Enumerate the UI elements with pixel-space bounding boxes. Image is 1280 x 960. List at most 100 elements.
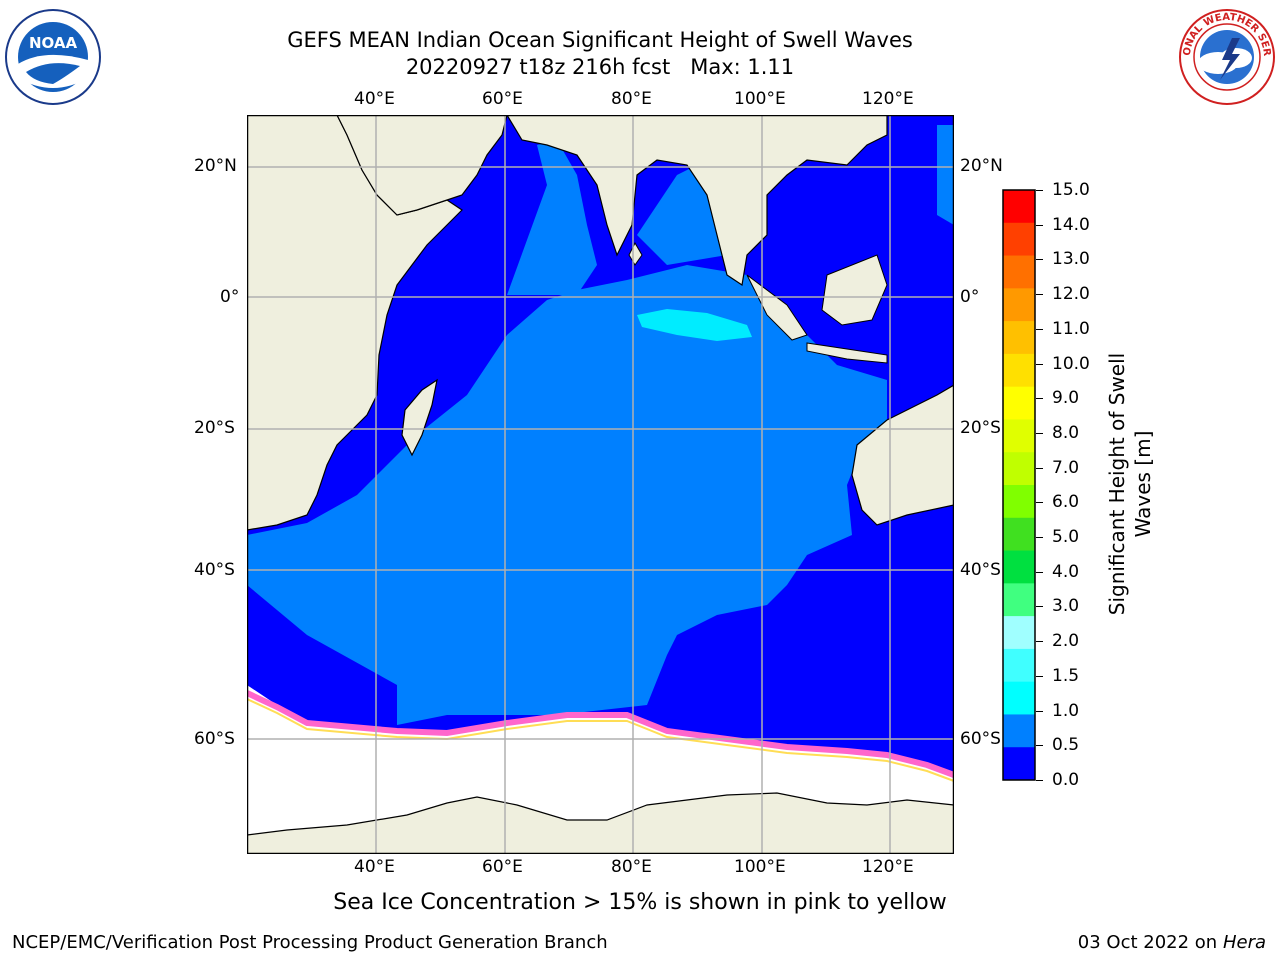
land-antarctica <box>247 792 954 854</box>
noaa-logo-text: NOAA <box>29 34 78 52</box>
right-lat-label: 60°S <box>960 729 1001 749</box>
colorbar-tick-mark <box>1036 224 1043 226</box>
colorbar-tick-label: 11.0 <box>1052 318 1090 339</box>
colorbar-tick-mark <box>1036 363 1043 365</box>
colorbar-segment <box>1003 517 1035 552</box>
colorbar-segment <box>1003 255 1035 289</box>
footer-credit: NCEP/EMC/Verification Post Processing Pr… <box>12 932 608 953</box>
map-title-line1: GEFS MEAN Indian Ocean Significant Heigh… <box>287 28 913 52</box>
colorbar-tick-label: 15.0 <box>1052 180 1090 200</box>
colorbar-segment <box>1003 714 1035 748</box>
swell-height-map <box>247 115 954 854</box>
map-title-line2: 20220927 t18z 216h fcst Max: 1.11 <box>405 55 795 79</box>
left-lat-label: 60°S <box>194 729 235 749</box>
land-arabia <box>336 115 508 216</box>
land-madagascar <box>401 378 438 457</box>
left-lat-label: 20°S <box>194 418 235 438</box>
footer-date-text: 03 Oct 2022 on <box>1077 932 1223 953</box>
land-java <box>806 342 888 364</box>
colorbar-tick-mark <box>1036 432 1043 434</box>
nws-logo: NATIONAL WEATHER SERVICE <box>1174 0 1276 106</box>
colorbar-tick-label: 0.0 <box>1052 770 1080 790</box>
colorbar-tick-mark <box>1036 398 1043 400</box>
left-lat-label: 40°S <box>194 560 235 580</box>
graticule <box>247 115 954 854</box>
colorbar-segment <box>1003 321 1035 355</box>
colorbar-tick-mark <box>1036 641 1043 643</box>
colorbar-tick-label: 2.0 <box>1052 631 1080 652</box>
ice-margin-pink <box>247 690 954 778</box>
colorbar-tick-mark <box>1036 328 1043 330</box>
bottom-lon-label: 60°E <box>482 857 523 877</box>
left-lat-label: 20°N <box>194 156 237 176</box>
top-lon-label: 80°E <box>611 89 652 109</box>
bottom-lon-label: 80°E <box>611 857 652 877</box>
swell-0.5-1.0-north <box>507 140 597 295</box>
colorbar-segment <box>1003 419 1035 453</box>
right-lat-label: 0° <box>960 287 980 307</box>
colorbar-segment <box>1003 288 1035 322</box>
top-lon-label: 60°E <box>482 89 523 109</box>
bottom-lon-label: 120°E <box>862 857 914 877</box>
colorbar-tick-label: 7.0 <box>1052 457 1080 478</box>
colorbar-tick-mark <box>1036 745 1043 747</box>
bottom-lon-label: 100°E <box>734 857 786 877</box>
noaa-logo: NOAA <box>4 8 102 106</box>
land-borneo <box>821 254 888 326</box>
colorbar-tick-mark <box>1036 780 1043 781</box>
right-lat-label: 40°S <box>960 560 1001 580</box>
land-india-asia <box>506 115 888 287</box>
footer-date: 03 Oct 2022 on Hera <box>1078 932 1266 953</box>
land-australia <box>851 384 954 526</box>
colorbar-tick-mark <box>1036 606 1043 608</box>
colorbar-tick-label: 14.0 <box>1052 214 1090 235</box>
ice-margin-yellow <box>247 698 954 782</box>
colorbar-segment <box>1003 353 1035 388</box>
bottom-lon-label: 40°E <box>354 857 395 877</box>
colorbar-tick-mark <box>1036 710 1043 712</box>
colorbar-tick-label: 1.5 <box>1052 665 1080 686</box>
colorbar-tick-mark <box>1036 571 1043 573</box>
colorbar-tick-label: 5.0 <box>1052 527 1080 548</box>
colorbar-tick-label: 1.0 <box>1052 700 1080 721</box>
colorbar-label: Significant Height of Swell Waves [m] <box>1104 304 1156 664</box>
top-lon-label: 100°E <box>734 89 786 109</box>
colorbar-tick-label: 10.0 <box>1052 353 1090 374</box>
colorbar-tick-mark <box>1036 502 1043 504</box>
colorbar-segment <box>1003 681 1035 715</box>
colorbar-tick-label: 6.0 <box>1052 492 1080 513</box>
swell-0.5-1.0-east <box>937 125 954 225</box>
colorbar-tick-mark <box>1036 675 1043 677</box>
colorbar-label-line2: Waves [m] <box>1131 430 1155 538</box>
top-lon-label: 120°E <box>862 89 914 109</box>
colorbar-tick-label: 9.0 <box>1052 388 1080 409</box>
colorbar-segment <box>1003 222 1035 257</box>
colorbar-segment <box>1003 386 1035 420</box>
colorbar-tick-label: 13.0 <box>1052 249 1090 270</box>
map-frame <box>247 115 954 854</box>
sea-ice-note: Sea Ice Concentration > 15% is shown in … <box>333 890 947 915</box>
colorbar-tick-label: 4.0 <box>1052 561 1080 582</box>
right-lat-label: 20°N <box>960 156 1003 176</box>
footer-host: Hera <box>1222 932 1266 953</box>
colorbar-tick-mark <box>1036 537 1043 539</box>
colorbar-segment <box>1003 616 1035 650</box>
right-lat-label: 20°S <box>960 418 1001 438</box>
top-lon-label: 40°E <box>354 89 395 109</box>
colorbar <box>1002 189 1036 781</box>
colorbar-label-line1: Significant Height of Swell <box>1105 352 1129 616</box>
colorbar-segment <box>1003 485 1035 519</box>
colorbar-tick-label: 8.0 <box>1052 422 1080 443</box>
colorbar-tick-label: 3.0 <box>1052 596 1080 617</box>
colorbar-tick-mark <box>1036 259 1043 261</box>
colorbar-segment <box>1003 583 1035 617</box>
colorbar-segment <box>1003 747 1035 781</box>
colorbar-tick-mark <box>1036 294 1043 296</box>
colorbar-tick-label: 0.5 <box>1052 735 1080 756</box>
swell-0.5-1.0-region <box>247 265 887 725</box>
colorbar-segment <box>1003 550 1035 584</box>
colorbar-segment <box>1003 452 1035 486</box>
colorbar-tick-label: 12.0 <box>1052 284 1090 305</box>
swell-1.0-1.5-patch <box>637 309 752 341</box>
colorbar-tick-mark <box>1036 190 1043 191</box>
